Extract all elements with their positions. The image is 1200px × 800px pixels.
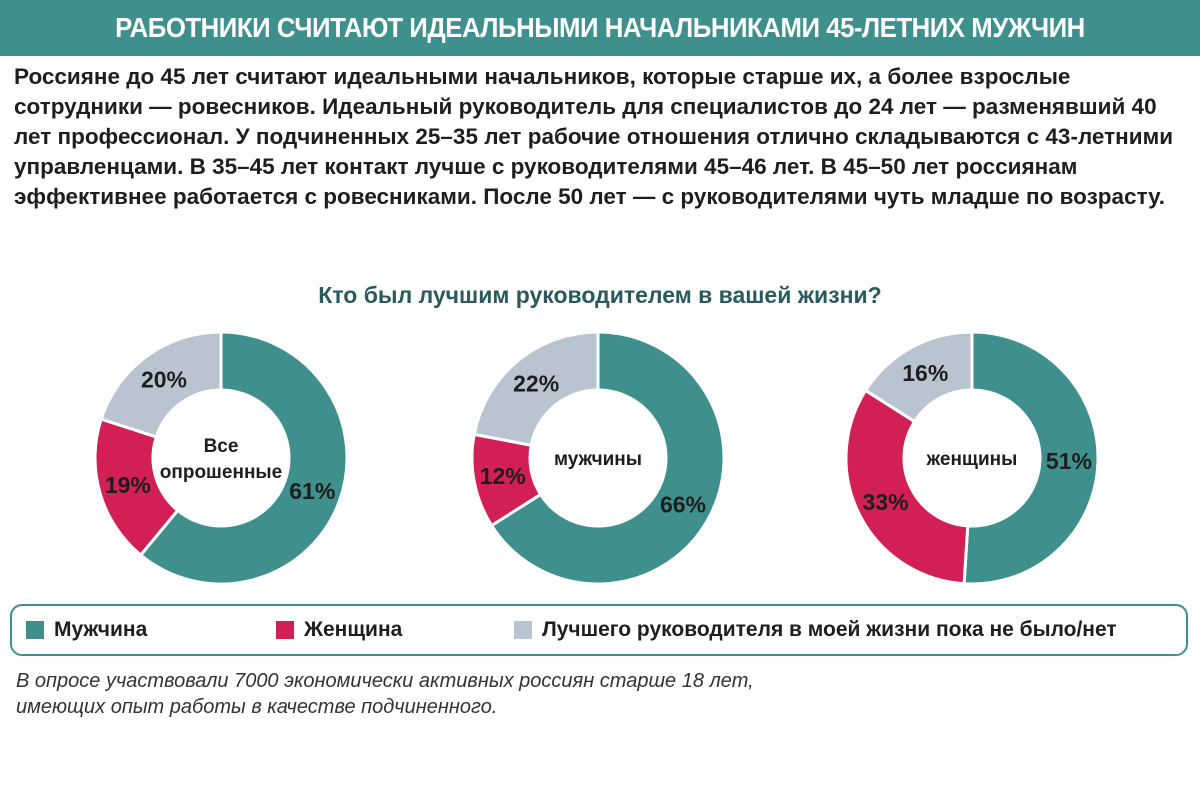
footnote-line-1: В опросе участвовали 7000 экономически а… bbox=[16, 670, 754, 692]
donut-chart-1: 61% 19% 20% Все опрошенные bbox=[93, 330, 349, 586]
legend-item-female: Женщина bbox=[276, 606, 402, 654]
data-label-female-chart-1: 19% bbox=[105, 472, 151, 498]
legend-item-male: Мужчина bbox=[26, 606, 147, 654]
center-label-chart-3: женщины bbox=[926, 449, 1018, 470]
lead-paragraph: Россияне до 45 лет считают идеальными на… bbox=[14, 64, 1174, 209]
donut-chart-2: 66% 12% 22% мужчины bbox=[470, 330, 726, 586]
center-label-chart-2: мужчины bbox=[554, 449, 642, 470]
donut-chart-3: 51% 33% 16% женщины bbox=[844, 330, 1100, 586]
slice-none-chart-2 bbox=[472, 330, 600, 448]
slice-none-chart-3 bbox=[863, 330, 974, 424]
legend-swatch-none bbox=[514, 621, 532, 639]
slice-male-chart-1 bbox=[138, 330, 349, 586]
slice-female-chart-1 bbox=[93, 417, 180, 558]
data-label-female-chart-2: 12% bbox=[480, 463, 526, 489]
legend-item-none: Лучшего руководителя в моей жизни пока н… bbox=[514, 606, 1117, 654]
legend-label-none: Лучшего руководителя в моей жизни пока н… bbox=[542, 618, 1117, 641]
center-label-chart-1: Все bbox=[204, 436, 239, 457]
data-label-male-chart-3: 51% bbox=[1046, 448, 1092, 474]
title-bar: РАБОТНИКИ СЧИТАЮТ ИДЕАЛЬНЫМИ НАЧАЛЬНИКАМ… bbox=[0, 0, 1200, 56]
legend: Мужчина Женщина Лучшего руководителя в м… bbox=[10, 604, 1188, 656]
footnote: В опросе участвовали 7000 экономически а… bbox=[16, 668, 754, 720]
legend-swatch-male bbox=[26, 621, 44, 639]
chart-title: Кто был лучшим руководителем в вашей жиз… bbox=[318, 282, 882, 308]
data-label-none-chart-2: 22% bbox=[513, 370, 559, 396]
slice-female-chart-3 bbox=[844, 388, 970, 586]
legend-label-male: Мужчина bbox=[54, 618, 148, 641]
legend-swatch-female bbox=[276, 621, 294, 639]
data-label-male-chart-2: 66% bbox=[660, 492, 706, 518]
data-label-none-chart-3: 16% bbox=[902, 360, 948, 386]
footnote-line-2: имеющих опыт работы в качестве подчиненн… bbox=[16, 696, 498, 718]
donut-charts: 61% 19% 20% Все опрошенные 66% 12% 22% мужчины 51… bbox=[93, 330, 1100, 586]
data-label-male-chart-1: 61% bbox=[289, 478, 335, 504]
slice-none-chart-1 bbox=[99, 330, 223, 439]
center-label-chart-1: опрошенные bbox=[160, 462, 282, 483]
data-label-none-chart-1: 20% bbox=[141, 367, 187, 393]
legend-label-female: Женщина bbox=[304, 618, 403, 641]
data-label-female-chart-3: 33% bbox=[863, 489, 909, 515]
slice-male-chart-3 bbox=[962, 330, 1100, 586]
page-title: РАБОТНИКИ СЧИТАЮТ ИДЕАЛЬНЫМИ НАЧАЛЬНИКАМ… bbox=[115, 12, 1085, 43]
slice-male-chart-2 bbox=[489, 330, 726, 586]
